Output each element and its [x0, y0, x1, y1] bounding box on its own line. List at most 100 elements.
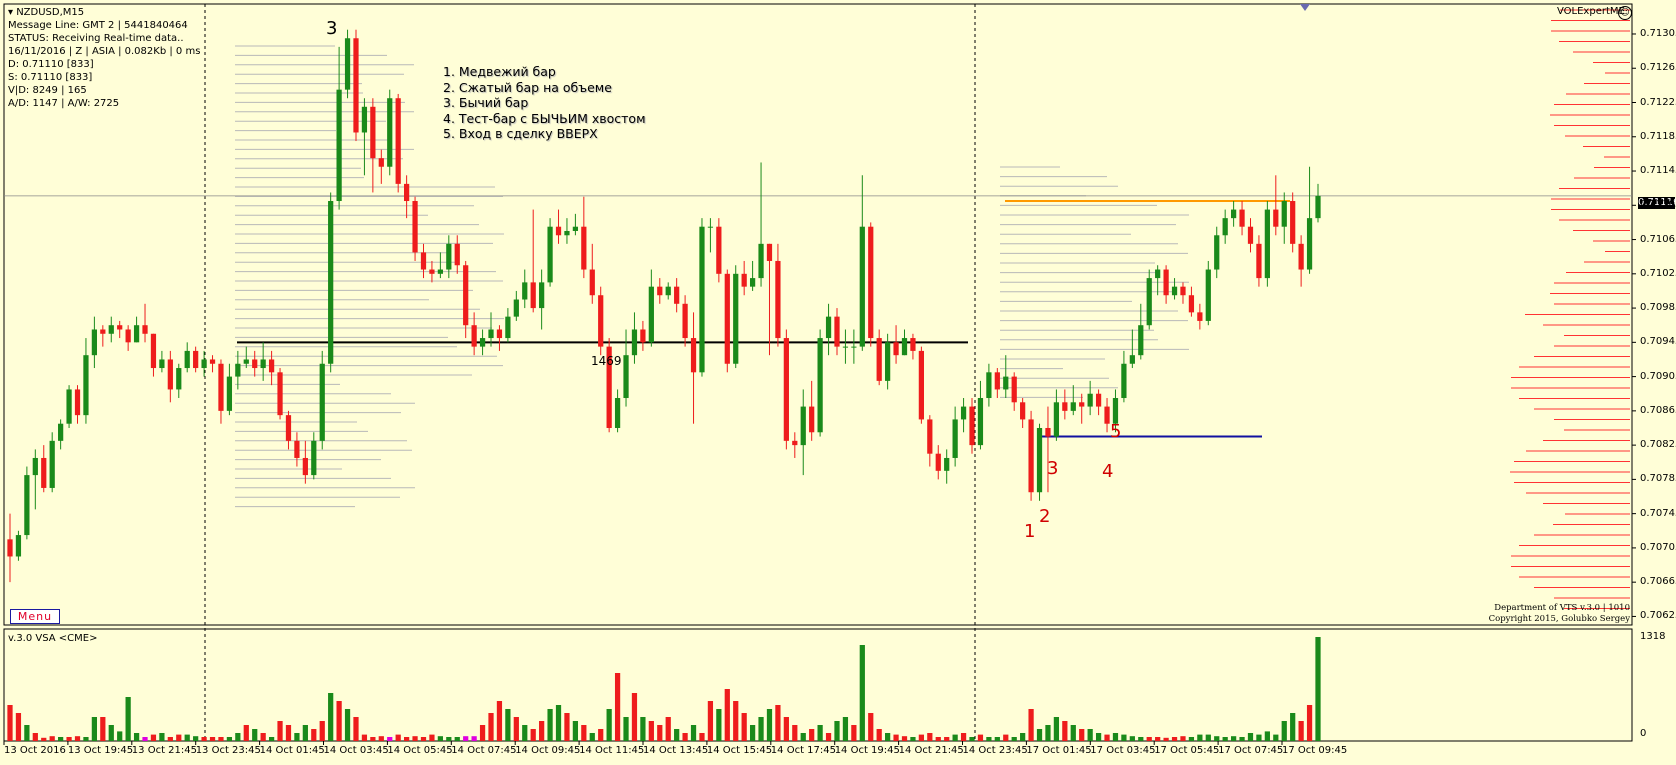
- volume-bar: [758, 717, 764, 741]
- volume-bar: [252, 729, 258, 741]
- volume-bar: [125, 697, 131, 741]
- price-axis-label: 0.71025: [1640, 267, 1676, 279]
- candle-body: [378, 158, 384, 167]
- note-5: 5. Вход в сделку ВВЕРХ: [443, 126, 598, 141]
- candle-body: [395, 98, 401, 184]
- s-value: S: 0.71110 [833]: [8, 72, 93, 83]
- price-axis-label: 0.71185: [1640, 130, 1676, 142]
- note-2: 2. Сжатый бар на объеме: [443, 79, 612, 95]
- candle-body: [193, 350, 199, 369]
- candle-body: [1138, 325, 1144, 356]
- time-axis-label: 14 Oct 23:45: [962, 745, 1028, 756]
- candle-body: [1256, 243, 1262, 279]
- volume-bar: [522, 725, 528, 741]
- time-axis-label: 17 Oct 09:45: [1282, 745, 1348, 756]
- candle-body: [1180, 286, 1186, 296]
- volume-bar: [1146, 737, 1152, 741]
- volume-bar: [302, 725, 308, 741]
- symbol-label[interactable]: ▾ NZDUSD,M15: [8, 7, 85, 18]
- volume-bar: [851, 725, 857, 741]
- candle-body: [977, 398, 984, 446]
- candle-body: [530, 282, 536, 309]
- volume-bar: [918, 734, 924, 741]
- candle-body: [918, 350, 924, 420]
- volume-bar: [429, 734, 435, 741]
- menu-button[interactable]: Menu: [10, 609, 60, 624]
- volume-bar: [724, 689, 730, 741]
- volume-bar: [834, 721, 840, 741]
- volume-bar: [243, 725, 249, 741]
- candle-body: [648, 286, 654, 343]
- time-axis-label: 14 Oct 09:45: [515, 745, 581, 756]
- volume-bar: [32, 733, 38, 741]
- candle-body: [716, 226, 722, 274]
- volume-subwindow-title: v.3.0 VSA <CME>: [8, 633, 98, 644]
- candle-body: [83, 355, 89, 416]
- volume-bar: [741, 713, 747, 741]
- price-axis-label: 0.71305: [1640, 27, 1676, 39]
- volume-bar: [631, 693, 638, 741]
- price-axis-label: 0.70785: [1640, 473, 1676, 485]
- price-axis-label: 0.70625: [1640, 610, 1676, 622]
- candle-body: [885, 342, 891, 381]
- volume-bar: [927, 733, 933, 741]
- candle-body: [277, 372, 283, 416]
- volume-bar: [353, 717, 359, 741]
- volume-bar: [463, 736, 469, 741]
- candle-body: [1239, 209, 1245, 227]
- candle-body: [1062, 402, 1068, 411]
- volume-bar: [1264, 731, 1270, 741]
- volume-bar: [193, 736, 199, 741]
- candle-body: [893, 342, 899, 356]
- candle-body: [1028, 419, 1034, 493]
- time-axis-label: 17 Oct 01:45: [1026, 745, 1092, 756]
- candle-body: [927, 419, 933, 454]
- volume-bar: [142, 737, 148, 741]
- volume-bar: [150, 734, 157, 741]
- candle-body: [809, 406, 815, 433]
- volume-bar: [513, 717, 519, 741]
- volume-bar: [404, 737, 410, 741]
- volume-bar: [7, 705, 13, 741]
- volume-bar: [1222, 737, 1228, 741]
- time-axis-label: 14 Oct 19:45: [834, 745, 900, 756]
- info-panel: ▾ NZDUSD,M15 Message Line: GMT 2 | 54418…: [8, 6, 200, 110]
- price-axis-label: 0.71065: [1640, 233, 1676, 245]
- volume-bar: [1188, 737, 1195, 741]
- candle-body: [454, 243, 460, 266]
- volume-bar: [859, 645, 865, 741]
- volume-bar: [792, 725, 798, 741]
- volume-bar: [657, 725, 663, 741]
- volume-bar: [471, 736, 477, 741]
- volume-bar: [623, 717, 629, 741]
- time-axis-label: 14 Oct 07:45: [451, 745, 517, 756]
- volume-bar: [868, 713, 874, 741]
- volume-bar: [766, 709, 773, 741]
- candle-body: [344, 38, 351, 90]
- volume-bar: [1180, 736, 1186, 741]
- candle-body: [471, 325, 477, 347]
- volume-bar: [1247, 733, 1254, 741]
- candle-body: [876, 338, 882, 381]
- volume-bar: [496, 701, 503, 741]
- candle-body: [800, 406, 806, 446]
- candle-body: [901, 338, 908, 356]
- dropdown-triangle-icon[interactable]: ▾: [8, 7, 17, 18]
- smiley-icon[interactable]: ☺: [1618, 6, 1632, 20]
- mark-5: 5: [1110, 421, 1122, 442]
- volume-bar: [437, 736, 443, 741]
- copyright-line-1: Department of VTS v.3.0 | 1010: [1494, 603, 1630, 613]
- candle-body: [336, 89, 342, 202]
- candle-body: [1155, 269, 1161, 279]
- d-value: D: 0.71110 [833]: [8, 59, 94, 70]
- candle-body: [479, 338, 486, 347]
- volume-bar: [564, 713, 570, 741]
- candle-body: [176, 368, 182, 390]
- volume-bar: [809, 729, 815, 741]
- time-axis-label: 17 Oct 03:45: [1090, 745, 1156, 756]
- time-axis-label: 14 Oct 17:45: [770, 745, 836, 756]
- volume-bar: [707, 701, 714, 741]
- candle-body: [505, 316, 511, 339]
- candle-body: [446, 243, 452, 270]
